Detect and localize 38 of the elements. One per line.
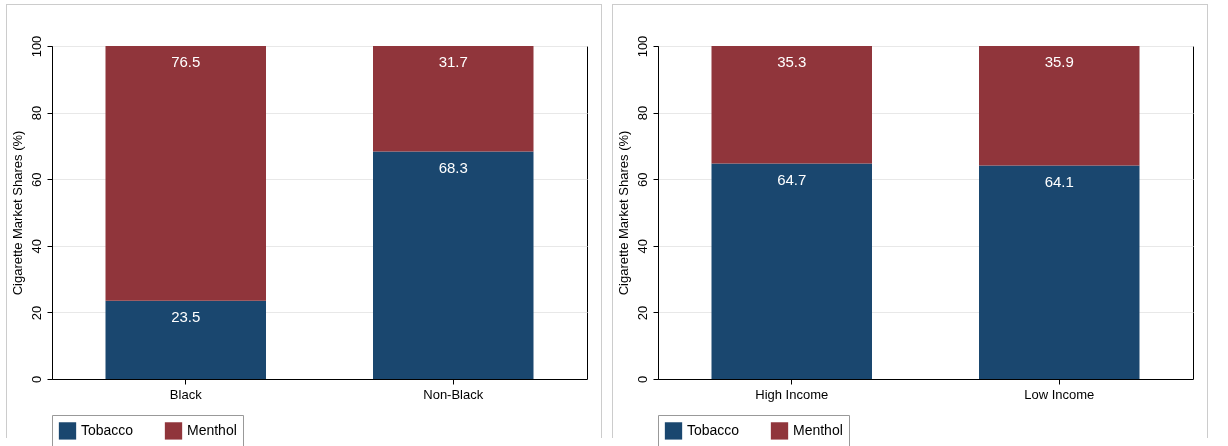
legend-label: Tobacco bbox=[81, 421, 134, 438]
y-tick-label: 100 bbox=[634, 35, 650, 58]
y-tick-label: 0 bbox=[634, 375, 650, 384]
bar bbox=[373, 46, 534, 152]
y-tick-label: 40 bbox=[634, 239, 650, 254]
data-label: 68.3 bbox=[438, 158, 468, 176]
y-tick-label: 60 bbox=[634, 172, 650, 187]
data-label: 35.3 bbox=[777, 53, 807, 70]
data-label: 76.5 bbox=[171, 53, 201, 70]
y-tick-label: 40 bbox=[28, 239, 44, 254]
data-label: 64.7 bbox=[777, 170, 807, 188]
x-tick-label: Non-Black bbox=[423, 386, 484, 402]
data-label: 23.5 bbox=[171, 307, 201, 325]
legend-label: Menthol bbox=[187, 421, 237, 438]
bar bbox=[105, 46, 266, 301]
bar bbox=[711, 46, 872, 164]
y-tick-label: 0 bbox=[28, 375, 44, 384]
x-tick-label: High Income bbox=[755, 386, 829, 402]
data-label: 35.9 bbox=[1044, 53, 1074, 70]
legend-label: Tobacco bbox=[687, 421, 740, 438]
bar bbox=[979, 46, 1140, 166]
bar bbox=[979, 165, 1140, 379]
bar bbox=[711, 163, 872, 379]
bar bbox=[373, 151, 534, 379]
y-tick-label: 100 bbox=[28, 35, 44, 58]
y-tick-label: 60 bbox=[28, 172, 44, 187]
legend-label: Menthol bbox=[793, 421, 843, 438]
data-label: 64.1 bbox=[1044, 172, 1074, 190]
y-tick-label: 20 bbox=[28, 305, 44, 321]
x-tick-label: Low Income bbox=[1024, 386, 1095, 402]
y-tick-label: 80 bbox=[634, 105, 650, 121]
bar bbox=[105, 300, 266, 379]
y-axis-title: Cigarette Market Shares (%) bbox=[9, 130, 25, 296]
data-label: 31.7 bbox=[438, 53, 468, 70]
x-tick-label: Black bbox=[169, 386, 203, 402]
y-tick-label: 20 bbox=[634, 305, 650, 321]
y-tick-label: 80 bbox=[28, 105, 44, 121]
y-axis-title: Cigarette Market Shares (%) bbox=[615, 130, 631, 296]
